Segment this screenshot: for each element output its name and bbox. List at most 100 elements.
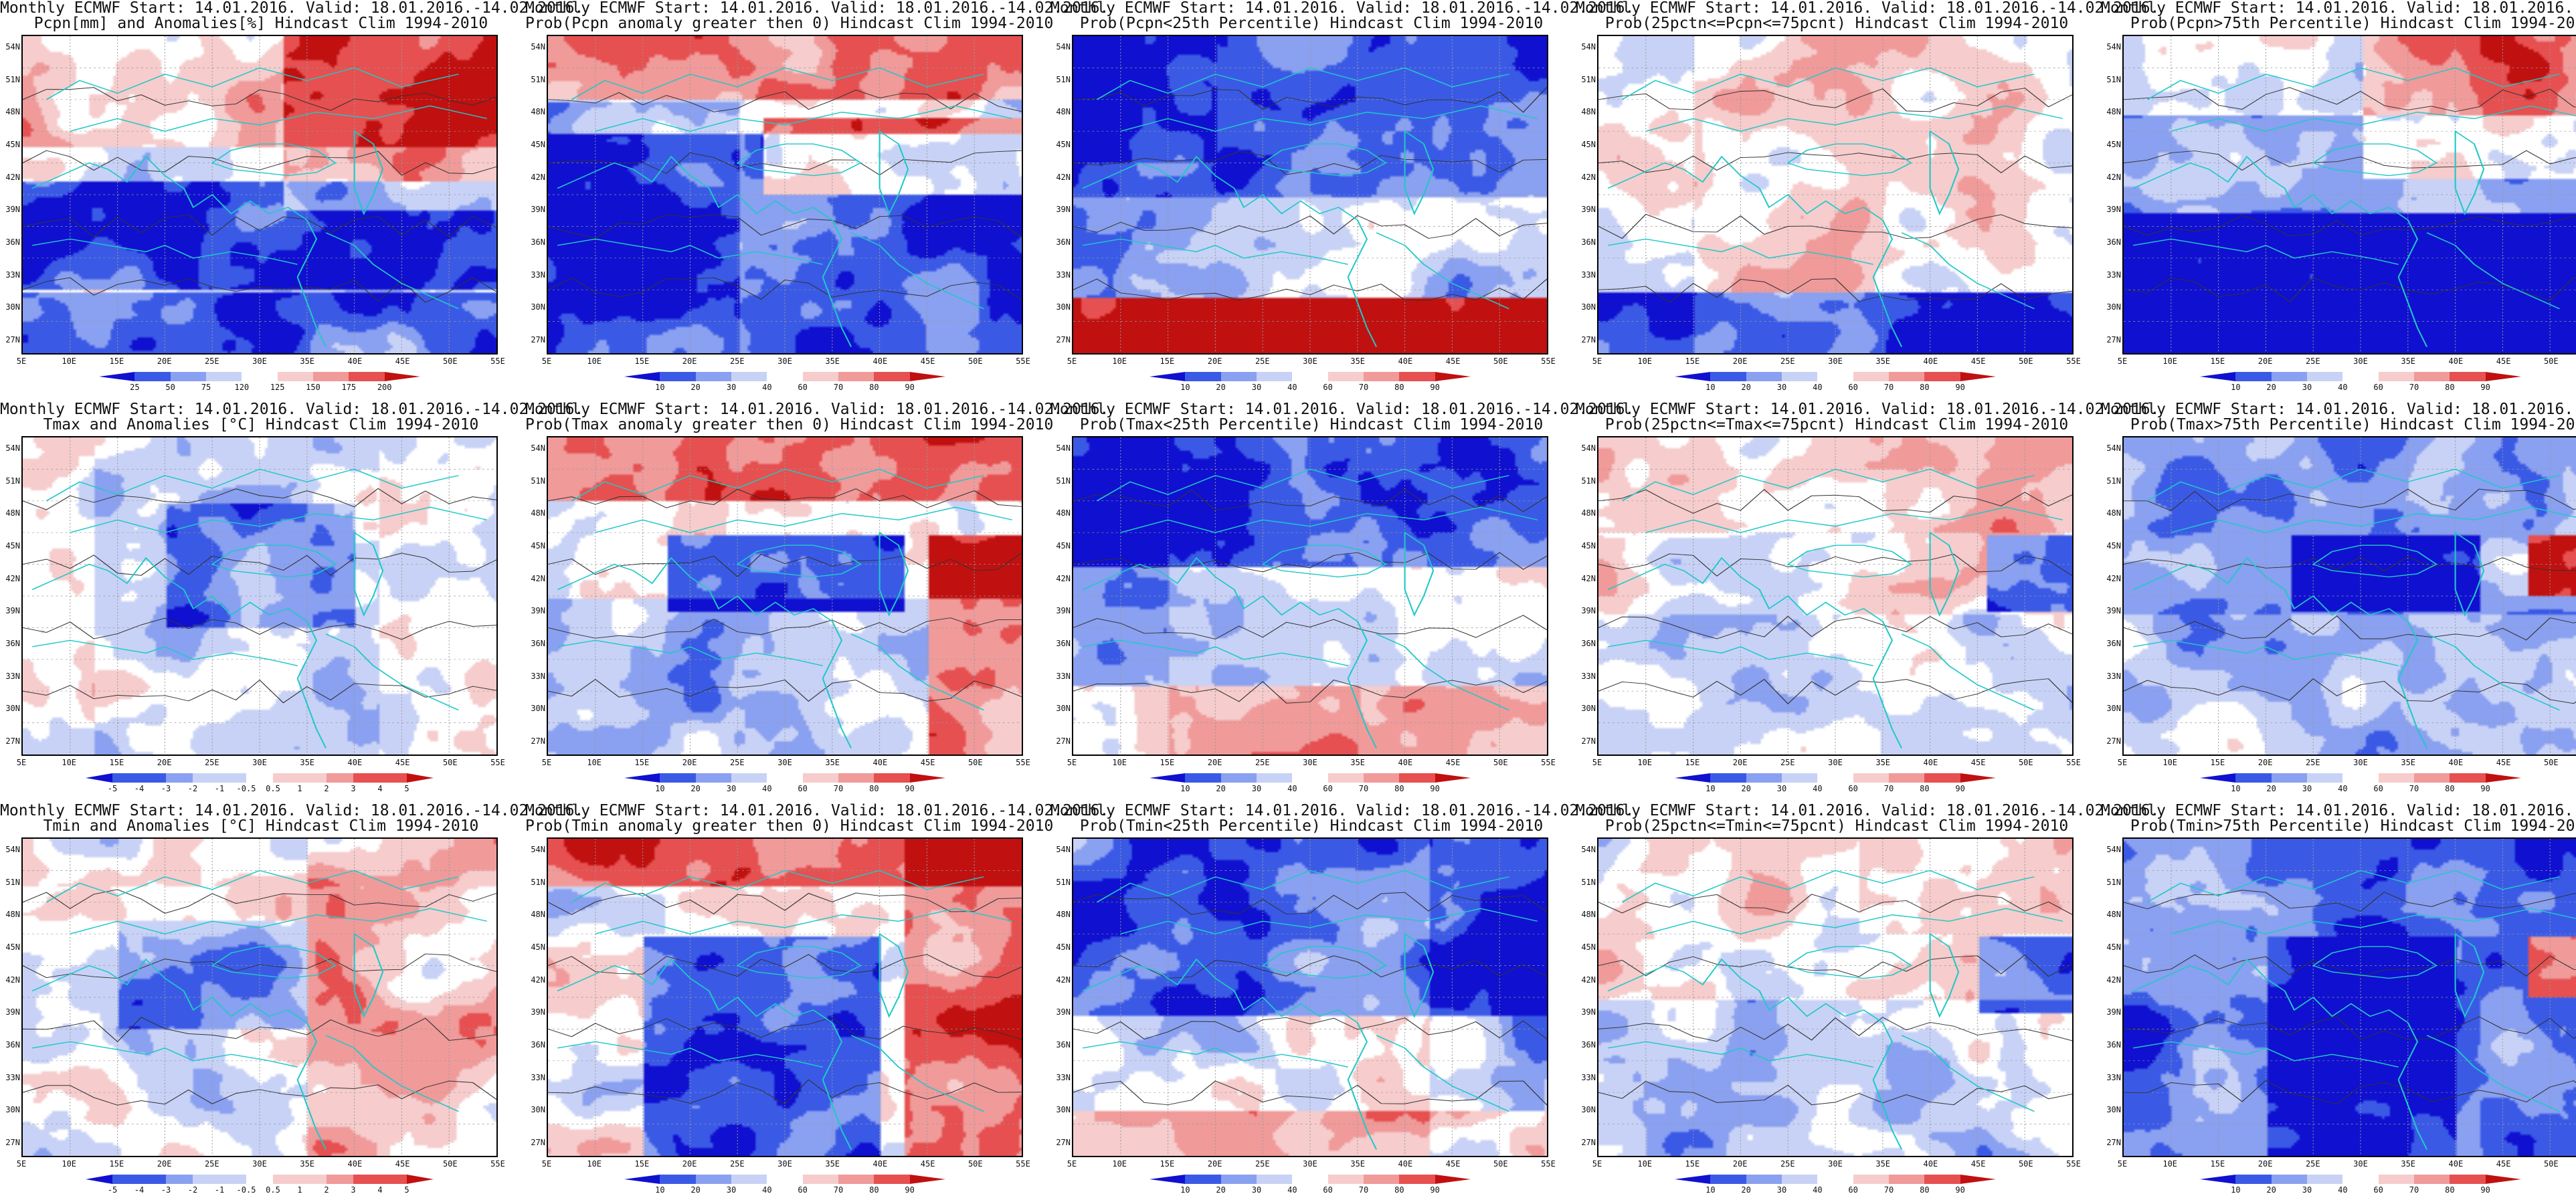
colorbar-swatch: [2200, 372, 2236, 381]
coastline: [2312, 544, 2437, 578]
lon-label: 35E: [2401, 357, 2416, 366]
lat-label: 42N: [2106, 172, 2121, 182]
colorbar-label: 2: [324, 784, 329, 793]
lat-label: 48N: [5, 508, 20, 518]
map-frame: [21, 837, 498, 1157]
colorbar: [1675, 1175, 1996, 1184]
colorbar-label: 10: [1706, 1185, 1716, 1195]
isoline: [548, 90, 1022, 112]
colorbar-label: 30: [726, 1185, 737, 1195]
isoline: [1598, 278, 2072, 303]
coastline: [1082, 557, 1368, 679]
lat-label: 48N: [2106, 508, 2121, 518]
isoline: [548, 617, 1022, 639]
isoline: [1598, 553, 2072, 577]
isoline: [2124, 488, 2576, 512]
lon-label: 30E: [252, 758, 267, 767]
colorbar-label: 40: [762, 1185, 772, 1195]
lon-label: 35E: [1350, 758, 1366, 767]
coastline: [1082, 958, 1368, 1080]
isoline: [23, 87, 496, 111]
colorbar-swatch: [1256, 372, 1293, 381]
panel-title-line1: Monthly ECMWF Start: 14.01.2016. Valid: …: [2101, 0, 2576, 17]
colorbar-swatch: [660, 773, 696, 783]
coastline: [2397, 1080, 2428, 1150]
colorbar-swatch: [312, 372, 349, 381]
lat-label: 39N: [531, 1007, 545, 1017]
panel-title-line2: Prob(Tmin<25th Percentile) Hindcast Clim…: [1079, 817, 1544, 835]
lat-label: 51N: [2106, 74, 2121, 84]
coastline: [557, 557, 843, 679]
coastline: [31, 155, 318, 278]
colorbar: [99, 372, 420, 381]
colorbar-label: 80: [2445, 383, 2455, 392]
coastline: [822, 678, 852, 748]
lon-label: 10E: [1637, 758, 1653, 767]
colorbar-label: 20: [1216, 383, 1226, 392]
panel-title-line2: Tmax and Anomalies [°C] Hindcast Clim 19…: [43, 416, 479, 433]
coastline: [557, 958, 843, 1080]
colorbar-swatch: [1327, 773, 1364, 783]
colorbar-label: 1: [297, 784, 302, 793]
lat-label: 48N: [1581, 107, 1596, 117]
colorbar-swatch: [2378, 372, 2414, 381]
map-overlay: [23, 36, 496, 353]
lon-label: 40E: [2448, 1159, 2464, 1169]
colorbar-swatch: [2200, 1175, 2236, 1184]
coastline: [2146, 468, 2560, 502]
lat-label: 30N: [1581, 704, 1596, 714]
colorbar-swatch: [1256, 773, 1293, 783]
colorbar-swatch: [624, 372, 660, 381]
lon-label: 25E: [2305, 357, 2320, 366]
coastline: [1929, 531, 1960, 617]
lon-label: 5E: [1592, 1159, 1602, 1169]
colorbar-label: 30: [1776, 784, 1787, 793]
colorbar-swatch: [731, 1175, 767, 1184]
isoline: [548, 954, 1022, 979]
map-overlay: [1598, 839, 2072, 1156]
colorbar-swatch: [205, 372, 242, 381]
colorbar-label: 20: [1216, 1185, 1226, 1195]
colorbar-label: 30: [2302, 1185, 2312, 1195]
lat-label: 27N: [1581, 335, 1596, 344]
colorbar-swatch: [874, 1175, 910, 1184]
lon-label: 10E: [62, 758, 77, 767]
isoline: [2124, 954, 2576, 977]
lon-label: 55E: [490, 1159, 505, 1169]
lat-label: 48N: [1056, 910, 1071, 920]
lon-label: 45E: [2496, 758, 2511, 767]
colorbar-swatch: [2342, 372, 2379, 381]
colorbar-swatch: [193, 1175, 219, 1184]
lon-label: 40E: [872, 357, 888, 366]
colorbar-swatch: [1256, 1175, 1293, 1184]
map-panel-r3c5: Monthly ECMWF Start: 14.01.2016. Valid: …: [2101, 803, 2576, 1199]
colorbar-label: 50: [165, 383, 175, 392]
colorbar-label: 10: [1180, 784, 1190, 793]
isoline: [23, 617, 496, 640]
lon-label: 50E: [2543, 758, 2559, 767]
lat-label: 30N: [531, 1105, 545, 1115]
colorbar-swatch: [1435, 773, 1471, 783]
colorbar-swatch: [838, 773, 875, 783]
colorbar-label: 10: [1706, 383, 1716, 392]
colorbar-swatch: [1675, 1175, 1711, 1184]
lon-label: 40E: [872, 1159, 888, 1169]
lon-label: 50E: [968, 1159, 983, 1169]
lon-label: 10E: [587, 758, 602, 767]
coastline: [325, 633, 459, 711]
lat-label: 39N: [1581, 205, 1596, 215]
lat-label: 27N: [2106, 1138, 2121, 1147]
lon-label: 20E: [2258, 1159, 2273, 1169]
panel-title-line2: Prob(25pctn<=Tmax<=75pcnt) Hindcast Clim…: [1604, 416, 2069, 433]
lon-label: 35E: [1875, 758, 1891, 767]
colorbar-label: 20: [2266, 1185, 2276, 1195]
colorbar-swatch: [660, 1175, 696, 1184]
colorbar-swatch: [1185, 372, 1221, 381]
colorbar-swatch: [2342, 1175, 2379, 1184]
coastline: [736, 946, 862, 979]
lon-label: 30E: [1828, 758, 1843, 767]
lon-label: 50E: [2018, 758, 2033, 767]
coastline: [45, 870, 459, 903]
colorbar-swatch: [1363, 773, 1400, 783]
isoline: [23, 889, 496, 914]
